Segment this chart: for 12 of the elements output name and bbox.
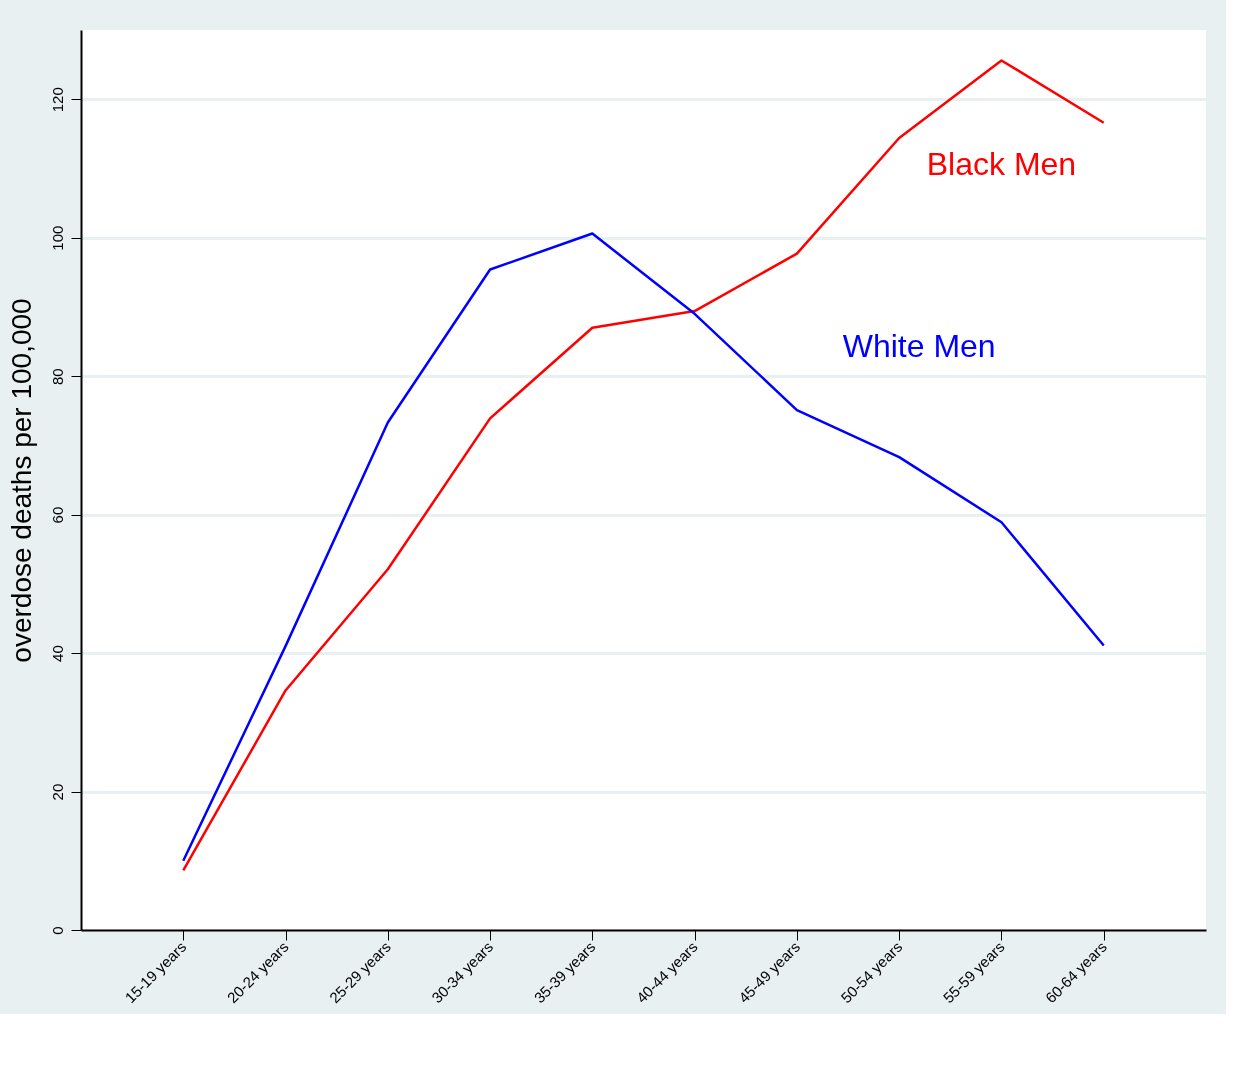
y-tick-label: 100 bbox=[48, 225, 66, 251]
y-axis-title: overdose deaths per 100,000 bbox=[5, 298, 37, 663]
y-tick-label: 20 bbox=[48, 783, 66, 801]
y-tick-label: 60 bbox=[48, 506, 66, 524]
line-series bbox=[182, 232, 1105, 863]
series-label: Black Men bbox=[926, 146, 1077, 183]
y-tick-label: 80 bbox=[48, 368, 66, 385]
line-series bbox=[182, 59, 1105, 872]
y-tick-label: 120 bbox=[48, 87, 66, 113]
y-tick-label: 0 bbox=[48, 926, 66, 935]
y-tick-label: 40 bbox=[48, 645, 66, 662]
series-label: White Men bbox=[842, 328, 996, 365]
